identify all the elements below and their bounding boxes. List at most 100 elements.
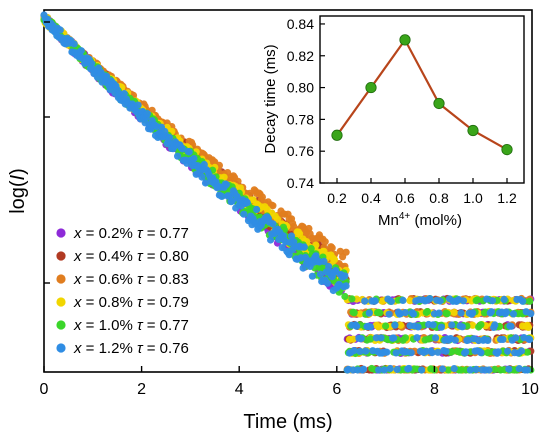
inset-y-tick-0.82: 0.82 (287, 48, 314, 64)
inset-x-tick-1.2: 1.2 (497, 190, 517, 206)
decay-point (438, 365, 447, 373)
inset-x-tick-1.0: 1.0 (463, 190, 483, 206)
legend-label-1: x = 0.4% τ = 0.80 (73, 248, 189, 265)
decay-point (296, 230, 304, 238)
decay-point (375, 366, 383, 374)
decay-point (435, 309, 443, 317)
legend-marker-0 (56, 228, 66, 238)
decay-point (359, 365, 368, 373)
inset-y-tick-0.80: 0.80 (287, 80, 314, 96)
inset-y-tick-0.74: 0.74 (287, 175, 314, 191)
x-tick-label-0: 0 (40, 381, 49, 398)
decay-point (361, 297, 369, 305)
decay-point (336, 247, 344, 255)
decay-point (350, 347, 358, 355)
decay-point (174, 152, 182, 160)
decay-point (56, 26, 64, 34)
decay-point (356, 310, 364, 318)
decay-point (366, 323, 375, 331)
legend-label-0: x = 0.2% τ = 0.77 (73, 225, 189, 242)
legend-marker-4 (56, 320, 66, 330)
inset-point-1 (365, 81, 377, 94)
decay-point (448, 348, 456, 356)
decay-point (300, 243, 308, 251)
inset-background (318, 14, 526, 184)
decay-point (450, 308, 458, 316)
main-x-ticks (43, 21, 533, 372)
decay-point (509, 310, 517, 318)
inset-x-tick-0.6: 0.6 (395, 190, 415, 206)
legend-label-3: x = 0.8% τ = 0.79 (73, 294, 189, 311)
series-5 (40, 11, 535, 374)
decay-point (222, 181, 230, 189)
decay-point (451, 336, 459, 344)
decay-point (418, 366, 426, 374)
decay-point (512, 334, 520, 342)
decay-point (494, 348, 502, 356)
decay-point (321, 238, 329, 246)
inset-x-tick-0.2: 0.2 (327, 190, 347, 206)
decay-point (434, 348, 442, 356)
decay-point (366, 335, 375, 343)
decay-point (527, 310, 535, 318)
decay-point (377, 334, 385, 342)
decay-point (450, 365, 458, 373)
decay-point (393, 365, 401, 374)
decay-point (459, 297, 467, 305)
inset-frame (319, 15, 525, 184)
legend-entry-5: x = 1.2% τ = 0.76 (56, 340, 189, 357)
decay-point (500, 295, 508, 303)
decay-point (387, 297, 395, 305)
decay-point (198, 173, 206, 181)
decay-point (320, 257, 328, 265)
decay-point (523, 366, 532, 374)
decay-point (353, 322, 361, 330)
legend-marker-2 (56, 274, 66, 284)
decay-point (444, 366, 452, 374)
decay-point (287, 232, 296, 240)
decay-point (464, 336, 472, 344)
decay-point (426, 295, 434, 303)
decay-point (348, 295, 356, 303)
decay-point (517, 347, 526, 355)
decay-point (502, 308, 510, 316)
decay-point (466, 366, 474, 374)
inset-x-axis-label: Mn4+ (mol%) (378, 211, 462, 229)
decay-point (269, 220, 277, 228)
decay-point (505, 365, 513, 373)
decay-point (399, 296, 407, 304)
decay-point (228, 197, 236, 205)
decay-point (405, 364, 413, 373)
decay-point (316, 270, 325, 278)
decay-point (342, 248, 350, 256)
decay-point (507, 322, 515, 330)
decay-point (526, 297, 534, 305)
decay-point (462, 348, 470, 356)
legend-label-2: x = 0.6% τ = 0.83 (73, 271, 189, 288)
decay-point (458, 323, 466, 331)
decay-point (350, 309, 358, 317)
inset-point-2 (399, 34, 411, 46)
x-tick-label-2: 2 (137, 381, 146, 398)
inset-point-5 (501, 144, 513, 156)
inset-series-line (336, 37, 508, 151)
decay-point (428, 349, 436, 357)
decay-point (365, 309, 373, 317)
decay-point (328, 244, 336, 252)
decay-point (356, 347, 364, 355)
decay-point (406, 297, 414, 305)
decay-point (120, 90, 128, 98)
decay-point (436, 297, 444, 305)
decay-point (484, 336, 492, 344)
decay-point (382, 322, 390, 330)
decay-point (413, 334, 421, 342)
decay-point (491, 321, 499, 329)
decay-point (185, 148, 193, 156)
decay-point (323, 279, 332, 287)
inset-y-tick-0.78: 0.78 (287, 111, 314, 127)
legend-label-4: x = 1.0% τ = 0.77 (73, 317, 189, 334)
decay-point (341, 272, 349, 280)
inset-x-tick-0.8: 0.8 (429, 190, 449, 206)
decay-point (269, 202, 277, 210)
